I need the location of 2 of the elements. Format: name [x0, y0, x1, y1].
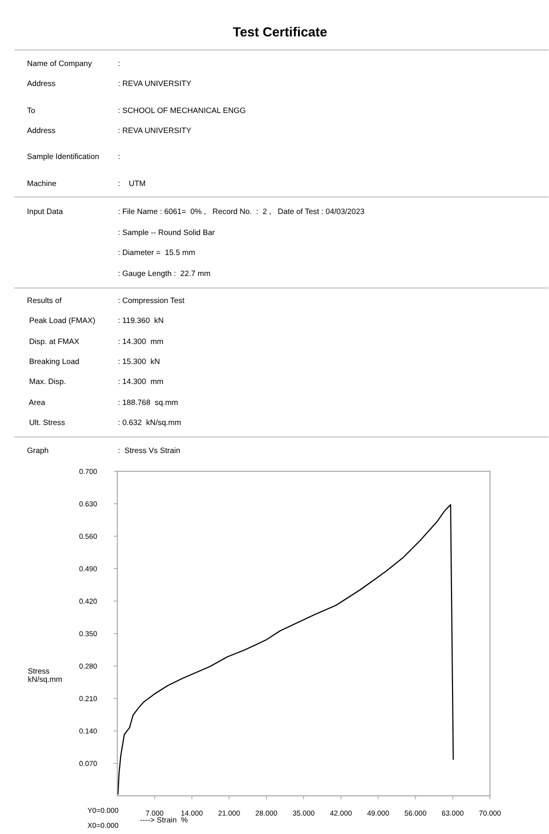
line-series [117, 504, 454, 794]
chart-title: Test Certificate [232, 26, 327, 37]
